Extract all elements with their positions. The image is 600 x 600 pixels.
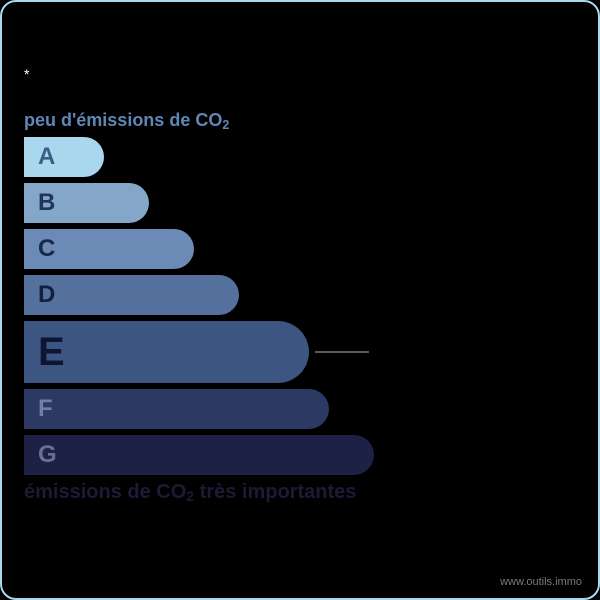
top-label-text: peu d'émissions de CO xyxy=(24,110,222,130)
bar-a: A xyxy=(24,137,104,177)
bar-letter-e: E xyxy=(38,330,65,375)
bar-f: F xyxy=(24,389,329,429)
bar-e: E xyxy=(24,321,309,383)
bar-row-g: G xyxy=(24,435,576,475)
bottom-label-after: très importantes xyxy=(194,481,356,503)
bar-g: G xyxy=(24,435,374,475)
ges-card: * peu d'émissions de CO2 ABCDEFG émissio… xyxy=(0,0,600,600)
credit-text: www.outils.immo xyxy=(500,576,582,588)
bar-d: D xyxy=(24,275,239,315)
top-label-sub: 2 xyxy=(222,118,229,132)
bottom-label: émissions de CO2 très importantes xyxy=(24,481,576,504)
bars-container: ABCDEFG xyxy=(24,137,576,475)
bar-row-f: F xyxy=(24,389,576,429)
bar-letter-f: F xyxy=(38,395,53,423)
bar-row-d: D xyxy=(24,275,576,315)
bar-row-e: E xyxy=(24,321,576,383)
bar-row-b: B xyxy=(24,183,576,223)
bottom-label-before: émissions de CO xyxy=(24,481,186,503)
bar-b: B xyxy=(24,183,149,223)
bar-row-c: C xyxy=(24,229,576,269)
bar-row-a: A xyxy=(24,137,576,177)
title-area xyxy=(24,20,576,60)
bar-letter-c: C xyxy=(38,235,55,263)
bar-letter-a: A xyxy=(38,143,55,171)
selected-indicator xyxy=(315,351,369,353)
bar-letter-b: B xyxy=(38,189,55,217)
bar-letter-g: G xyxy=(38,441,57,469)
top-label: peu d'émissions de CO2 xyxy=(24,110,576,131)
bar-c: C xyxy=(24,229,194,269)
asterisk: * xyxy=(24,66,576,82)
bottom-label-sub: 2 xyxy=(186,488,194,504)
bar-letter-d: D xyxy=(38,281,55,309)
